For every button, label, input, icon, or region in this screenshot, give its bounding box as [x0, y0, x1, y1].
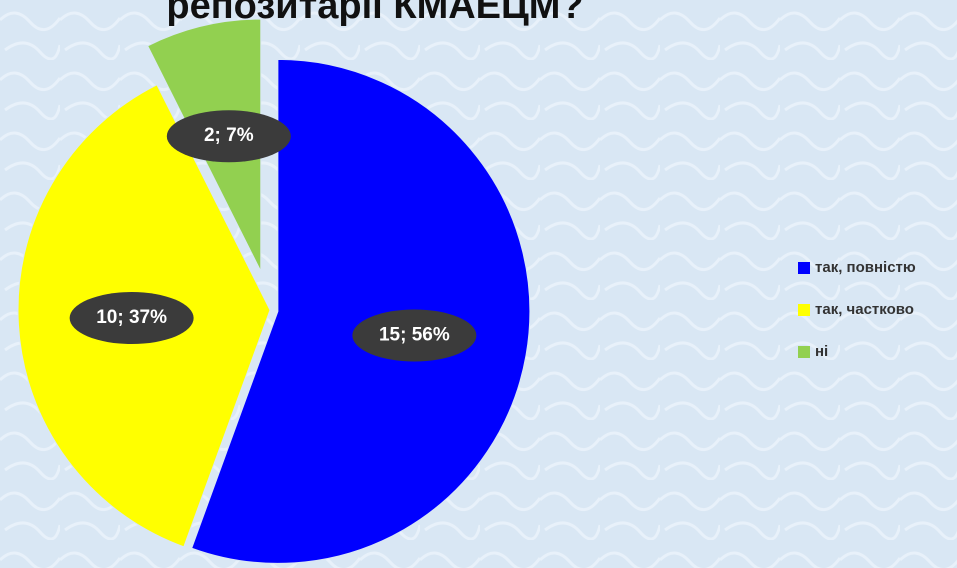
- data-label: 10; 37%: [96, 307, 167, 328]
- label-bubble: [166, 110, 291, 163]
- legend-swatch: [798, 304, 810, 316]
- legend-swatch: [798, 346, 810, 358]
- legend-label: ні: [815, 343, 828, 360]
- legend-label: так, частково: [815, 301, 914, 318]
- data-label: 2; 7%: [204, 125, 254, 146]
- data-label: 15; 56%: [379, 324, 450, 345]
- label-bubble: [69, 292, 194, 345]
- legend-label: так, повністю: [815, 259, 916, 276]
- legend-swatch: [798, 262, 810, 274]
- label-bubble: [352, 309, 477, 362]
- pie-slice: [191, 58, 531, 564]
